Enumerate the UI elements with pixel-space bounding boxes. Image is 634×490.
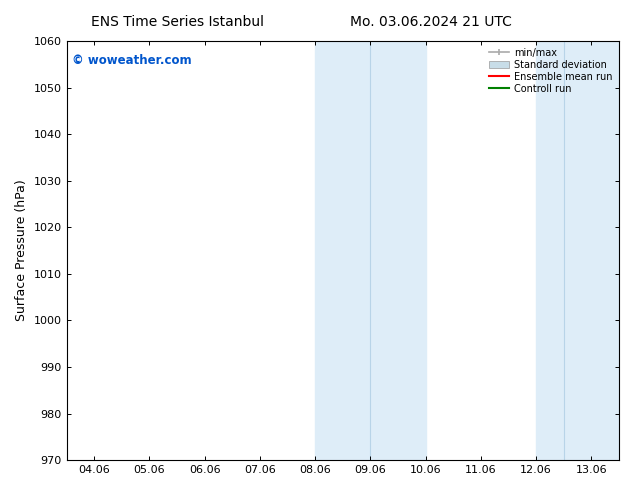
Text: © woweather.com: © woweather.com (72, 53, 191, 67)
Y-axis label: Surface Pressure (hPa): Surface Pressure (hPa) (15, 180, 28, 321)
Text: Mo. 03.06.2024 21 UTC: Mo. 03.06.2024 21 UTC (350, 15, 512, 29)
Text: ENS Time Series Istanbul: ENS Time Series Istanbul (91, 15, 264, 29)
Legend: min/max, Standard deviation, Ensemble mean run, Controll run: min/max, Standard deviation, Ensemble me… (488, 46, 614, 96)
Bar (536, 41, 619, 460)
Bar (315, 41, 425, 460)
